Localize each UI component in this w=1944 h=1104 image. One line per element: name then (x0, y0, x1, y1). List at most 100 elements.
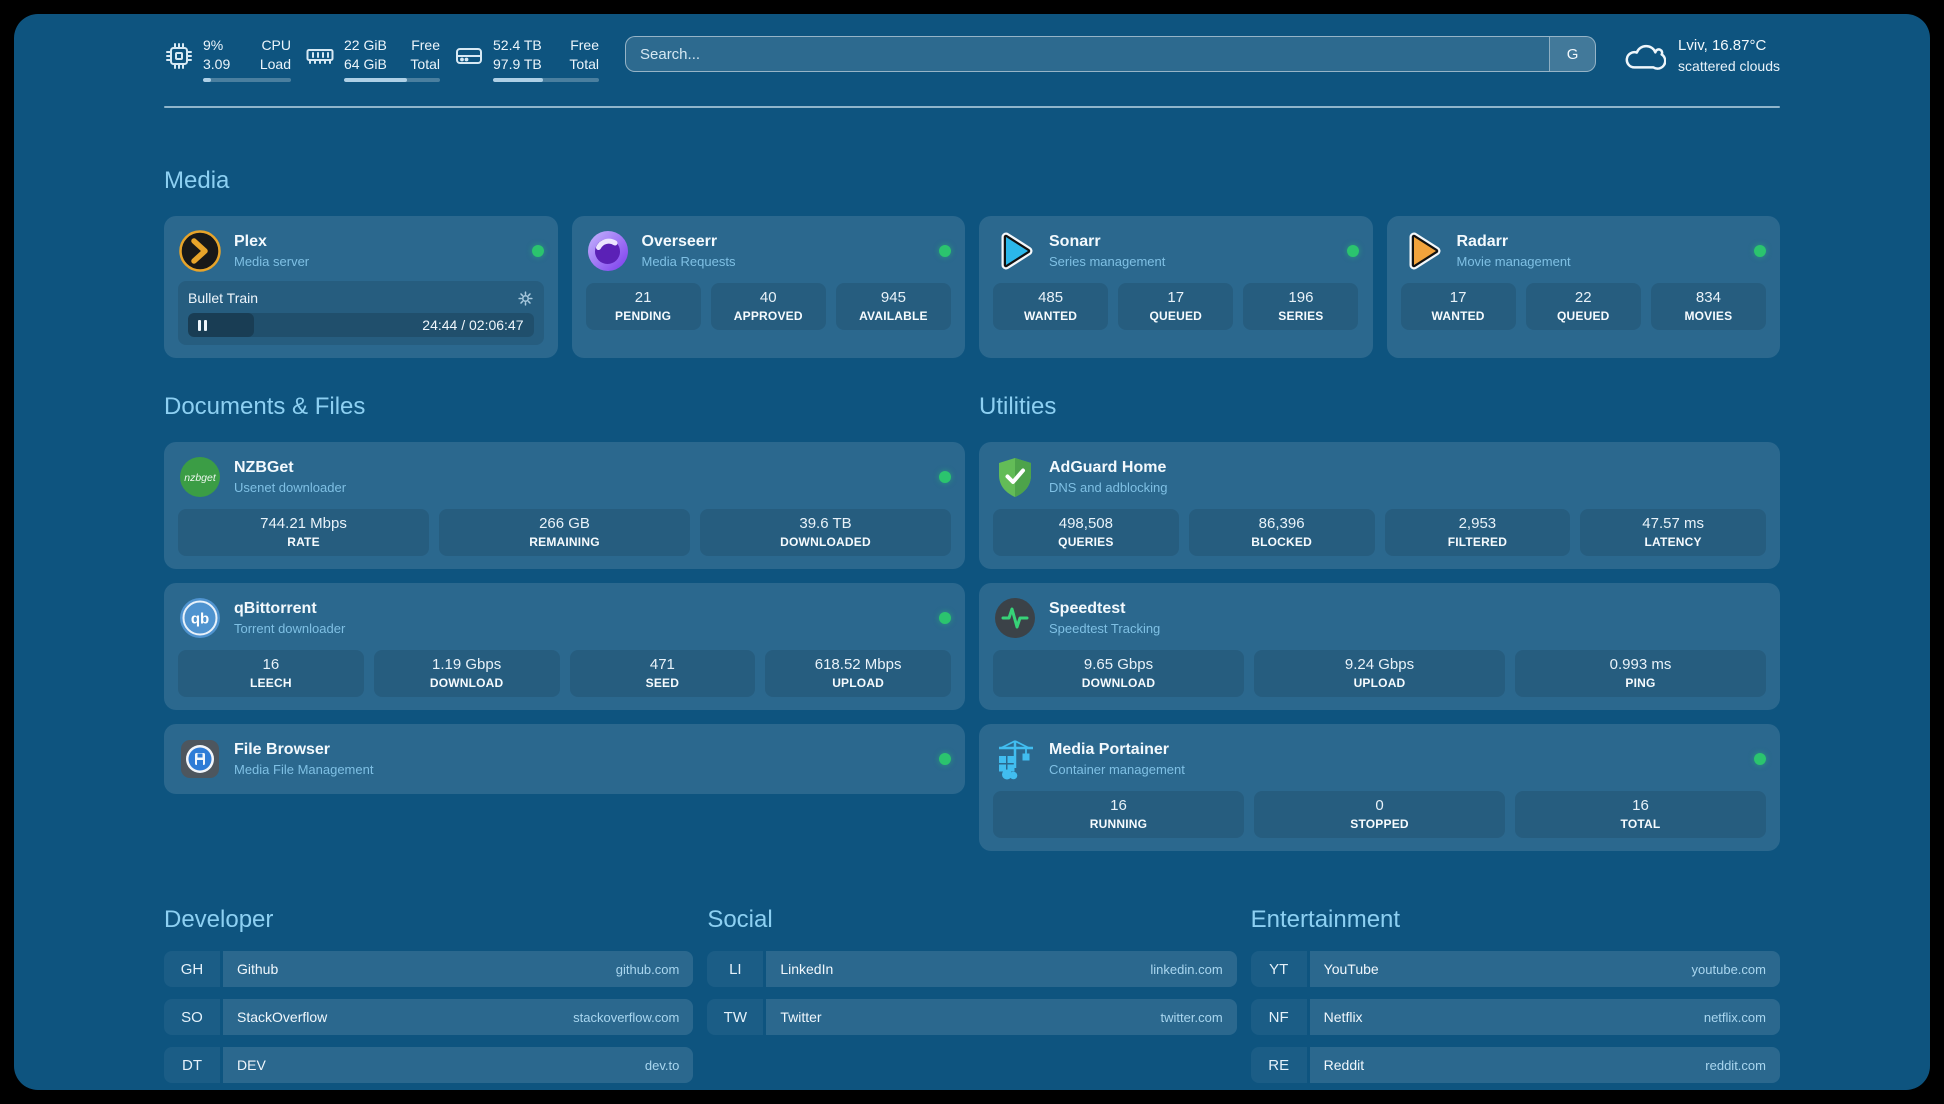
stat-tile: 21 PENDING (585, 283, 701, 330)
stat-tile: 16 RUNNING (993, 791, 1244, 838)
gear-icon[interactable] (517, 290, 534, 307)
status-dot (939, 245, 951, 257)
link-name: Twitter (780, 1009, 822, 1025)
now-playing-title: Bullet Train (188, 290, 259, 306)
stat-tile: 471 SEED (569, 650, 756, 697)
link-abbr: RE (1250, 1047, 1307, 1083)
status-dot (939, 612, 951, 624)
stat-tile: 16 LEECH (178, 650, 364, 697)
memory-icon (306, 49, 334, 64)
card-title: Media Portainer (1049, 741, 1170, 758)
cpu-label1: CPU (261, 37, 291, 53)
card-subtitle: Torrent downloader (234, 621, 346, 636)
card-title: Speedtest (1049, 600, 1126, 617)
entertainment-section-header: Entertainment (1250, 906, 1401, 933)
link-name: StackOverflow (237, 1009, 328, 1025)
disk-label1: Free (570, 37, 599, 53)
search-input[interactable] (626, 37, 1550, 71)
stat-tile: 0.993 ms PING (1515, 650, 1766, 697)
filebrowser-card[interactable]: File Browser Media File Management (164, 724, 965, 794)
adguard-card[interactable]: AdGuard Home DNS and adblocking 498,508 Q… (979, 442, 1780, 569)
qbittorrent-card[interactable]: qb qBittorrent Torrent downloader 16 LEEC… (164, 583, 965, 710)
disk-icon (456, 48, 482, 64)
card-subtitle: Usenet downloader (234, 480, 347, 495)
cpu-progress-bar (203, 78, 291, 82)
dashboard-panel: 9% CPU 3.09 Load 22 GiB Free 64 GiB Total (14, 14, 1930, 1090)
stat-tile: 17 WANTED (1400, 283, 1516, 330)
link-url: reddit.com (1705, 1057, 1766, 1073)
disk-total: 97.9 TB (493, 56, 542, 72)
stat-tile: 40 APPROVED (710, 283, 826, 330)
stat-tile: 17 QUEUED (1118, 283, 1234, 330)
link-abbr: YT (1250, 951, 1307, 987)
utilities-column: Utilities AdGuard Home DNS and adblockin… (979, 392, 1780, 865)
cloud-icon (1625, 44, 1667, 70)
social-section-header: Social (707, 906, 773, 933)
speedtest-card[interactable]: Speedtest Speedtest Tracking 9.65 Gbps DO… (979, 583, 1780, 710)
card-title: Sonarr (1049, 233, 1101, 250)
card-title: Radarr (1456, 233, 1509, 250)
documents-column: Documents & Files nzbget NZBGet Usenet d… (164, 392, 965, 808)
card-title: qBittorrent (234, 600, 317, 617)
memory-free: 22 GiB (344, 37, 387, 53)
memory-label2: Total (410, 56, 440, 72)
card-subtitle: DNS and adblocking (1049, 480, 1168, 495)
qbittorrent-icon: qb (180, 598, 220, 638)
link-stackoverflow[interactable]: SO StackOverflow stackoverflow.com (164, 999, 694, 1035)
stat-tile: 47.57 ms LATENCY (1580, 509, 1766, 556)
system-stats: 9% CPU 3.09 Load 22 GiB Free 64 GiB Total (164, 32, 599, 82)
link-name: Netflix (1323, 1009, 1363, 1025)
card-title: NZBGet (234, 459, 294, 476)
nzbget-card[interactable]: nzbget NZBGet Usenet downloader 744.21 M… (164, 442, 965, 569)
cpu-icon (166, 43, 192, 69)
media-grid: Plex Media server Bullet Train (164, 216, 1780, 358)
card-subtitle: Speedtest Tracking (1049, 621, 1161, 636)
sonarr-card[interactable]: Sonarr Series management 485 WANTED 17 QUE… (979, 216, 1373, 358)
card-title: Overseerr (641, 233, 718, 250)
card-subtitle: Media Requests (641, 254, 736, 269)
stat-tile: 16 TOTAL (1515, 791, 1766, 838)
card-title: File Browser (234, 741, 331, 758)
speedtest-icon (995, 598, 1035, 638)
disk-label2: Total (569, 56, 599, 72)
stat-tile: 945 AVAILABLE (835, 283, 951, 330)
svg-text:qb: qb (191, 611, 209, 628)
stat-tile: 0 STOPPED (1254, 791, 1505, 838)
radarr-card[interactable]: Radarr Movie management 17 WANTED 22 QUEUE… (1386, 216, 1780, 358)
link-name: Reddit (1323, 1057, 1365, 1073)
link-linkedin[interactable]: LI LinkedIn linkedin.com (707, 951, 1237, 987)
link-reddit[interactable]: RE Reddit reddit.com (1250, 1047, 1780, 1083)
link-dev[interactable]: DT DEV dev.to (164, 1047, 694, 1083)
search-provider-button[interactable]: G (1549, 37, 1596, 71)
link-github[interactable]: GH Github github.com (164, 951, 694, 987)
media-section-header: Media (164, 167, 230, 194)
link-twitter[interactable]: TW Twitter twitter.com (707, 999, 1237, 1035)
status-dot (1754, 245, 1766, 257)
status-dot (1754, 753, 1766, 765)
link-name: YouTube (1323, 961, 1379, 977)
cpu-usage: 9% (203, 37, 224, 53)
stat-tile: 9.24 Gbps UPLOAD (1254, 650, 1505, 697)
link-netflix[interactable]: NF Netflix netflix.com (1250, 999, 1780, 1035)
overseerr-icon (587, 231, 628, 271)
memory-label1: Free (411, 37, 440, 53)
link-url: linkedin.com (1150, 961, 1223, 977)
link-youtube[interactable]: YT YouTube youtube.com (1250, 951, 1780, 987)
link-url: netflix.com (1703, 1009, 1766, 1025)
portainer-card[interactable]: Media Portainer Container management 16 R… (979, 724, 1780, 851)
weather-location: Lviv, 16.87°C (1678, 37, 1767, 54)
link-abbr: LI (707, 951, 764, 987)
svg-text:nzbget: nzbget (184, 472, 217, 484)
link-abbr: GH (164, 951, 220, 987)
playback-progress-bar[interactable]: 24:44 / 02:06:47 (188, 313, 534, 337)
plex-card[interactable]: Plex Media server Bullet Train (164, 216, 558, 358)
overseerr-card[interactable]: Overseerr Media Requests 21 PENDING 40 APP… (571, 216, 965, 358)
link-name: DEV (237, 1057, 266, 1073)
stat-tile: 744.21 Mbps RATE (178, 509, 429, 556)
link-url: twitter.com (1160, 1009, 1223, 1025)
card-subtitle: Media File Management (234, 762, 374, 777)
link-abbr: DT (164, 1047, 220, 1083)
adguard-icon (999, 458, 1031, 497)
card-title: Plex (234, 233, 267, 250)
playback-progress-fill (188, 313, 254, 337)
